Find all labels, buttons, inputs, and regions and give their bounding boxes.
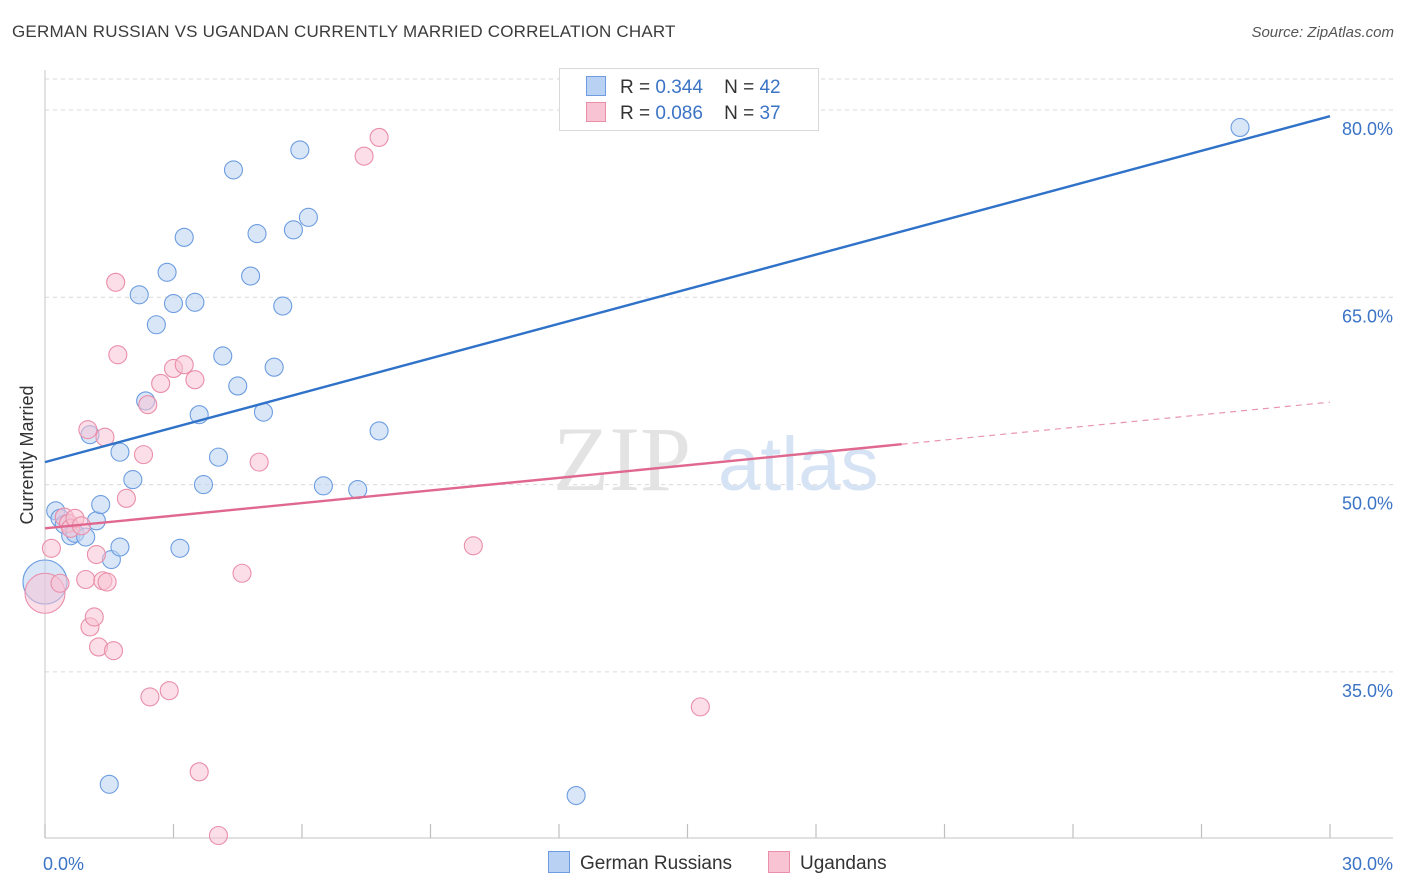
point-german-russians-41	[1230, 117, 1250, 137]
point-ugandans-33	[354, 146, 374, 166]
point-german-russians-19	[163, 293, 184, 314]
point-german-russians-36	[298, 207, 318, 227]
point-ugandans-31	[232, 563, 252, 583]
y-tick-label-1: 50.0%	[1342, 494, 1393, 514]
y-tick-label-0: 35.0%	[1342, 681, 1393, 701]
trend-line-ugandans	[44, 443, 902, 530]
point-german-russians-15	[129, 285, 149, 305]
point-german-russians-24	[193, 475, 214, 495]
n-value-ugandans: 37	[759, 103, 781, 124]
y-tick-label-3: 80.0%	[1342, 119, 1393, 139]
swatch-german-russians	[586, 76, 606, 96]
point-ugandans-32	[249, 452, 269, 472]
point-german-russians-32	[264, 357, 284, 377]
axes	[44, 70, 1393, 839]
point-ugandans-12	[86, 544, 106, 565]
point-ugandans-24	[151, 373, 171, 393]
trend-lines	[44, 115, 1331, 530]
r-label: R =	[620, 77, 651, 98]
point-german-russians-34	[283, 220, 303, 240]
legend-label-german-russians: German Russians	[580, 853, 733, 874]
n-value-german-russians: 42	[759, 77, 781, 98]
grid	[45, 78, 1393, 673]
legend-item-ugandans: Ugandans	[768, 851, 887, 875]
trend-line-extension-ugandans	[901, 401, 1331, 445]
point-ugandans-25	[159, 681, 179, 701]
x-tick-label-1: 30.0%	[1342, 854, 1393, 874]
point-ugandans-20	[116, 488, 136, 508]
x-tick-label-0: 0.0%	[43, 854, 84, 874]
point-german-russians-18	[157, 262, 177, 282]
stats-row-german-russians: R = 0.344 N = 42	[586, 76, 781, 100]
point-ugandans-30	[208, 825, 229, 846]
point-ugandans-17	[103, 641, 124, 661]
point-ugandans-29	[189, 762, 209, 782]
legend-label-ugandans: Ugandans	[800, 853, 887, 874]
point-ugandans-1	[41, 538, 61, 558]
point-german-russians-11	[110, 537, 130, 557]
point-ugandans-9	[78, 420, 98, 440]
point-ugandans-18	[106, 272, 126, 292]
r-value-german-russians: 0.344	[655, 77, 703, 98]
point-german-russians-27	[223, 160, 244, 180]
point-german-russians-20	[170, 538, 190, 558]
point-ugandans-8	[76, 569, 96, 590]
point-ugandans-27	[174, 355, 194, 375]
point-ugandans-34	[369, 127, 389, 147]
point-german-russians-21	[174, 227, 194, 247]
stats-row-ugandans: R = 0.086 N = 37	[586, 102, 781, 126]
trend-line-german-russians	[44, 115, 1331, 464]
watermark-zip: ZIP	[553, 408, 691, 510]
point-ugandans-23	[140, 687, 160, 707]
point-ugandans-28	[185, 370, 205, 390]
point-german-russians-40	[566, 785, 586, 806]
y-axis-label: Currently Married	[17, 385, 37, 524]
point-german-russians-35	[290, 140, 310, 160]
point-ugandans-19	[108, 345, 128, 365]
point-ugandans-21	[133, 445, 154, 465]
point-german-russians-22	[185, 292, 205, 312]
source-label: Source: ZipAtlas.com	[1251, 24, 1394, 41]
point-ugandans-16	[97, 572, 117, 592]
point-german-russians-17	[146, 315, 166, 335]
point-german-russians-14	[99, 774, 119, 794]
point-german-russians-12	[110, 442, 130, 462]
point-german-russians-13	[123, 470, 143, 490]
legend-item-german-russians: German Russians	[548, 851, 732, 875]
y-tick-label-2: 65.0%	[1342, 306, 1393, 326]
point-ugandans-2	[50, 573, 70, 593]
legend-swatch-german-russians	[548, 851, 570, 873]
axis-labels: 35.0% 50.0% 65.0% 80.0% 0.0% 30.0% Currently M…	[17, 119, 1393, 874]
watermark: ZIP atlas	[553, 408, 879, 510]
point-german-russians-25	[208, 447, 229, 467]
watermark-atlas: atlas	[718, 422, 879, 507]
points-layer	[22, 117, 1250, 846]
point-ugandans-36	[690, 697, 710, 717]
point-german-russians-26	[213, 346, 233, 366]
legend-swatch-ugandans	[768, 851, 790, 873]
n-label: N =	[724, 77, 755, 98]
chart-title: GERMAN RUSSIAN VS UGANDAN CURRENTLY MARR…	[12, 22, 676, 41]
point-german-russians-29	[241, 266, 261, 286]
point-german-russians-8	[91, 495, 111, 515]
swatch-ugandans	[586, 102, 606, 122]
point-ugandans-35	[463, 536, 483, 556]
point-german-russians-30	[247, 224, 267, 244]
stats-legend: R = 0.344 N = 42 R = 0.086 N = 37	[559, 68, 819, 131]
n-label: N =	[724, 103, 755, 124]
point-ugandans-11	[84, 607, 104, 627]
point-ugandans-22	[138, 395, 158, 415]
r-value-ugandans: 0.086	[655, 103, 703, 124]
r-label: R =	[620, 103, 651, 124]
point-german-russians-37	[313, 476, 333, 496]
point-german-russians-39	[369, 421, 389, 441]
point-german-russians-28	[228, 376, 248, 396]
point-german-russians-33	[273, 296, 293, 316]
